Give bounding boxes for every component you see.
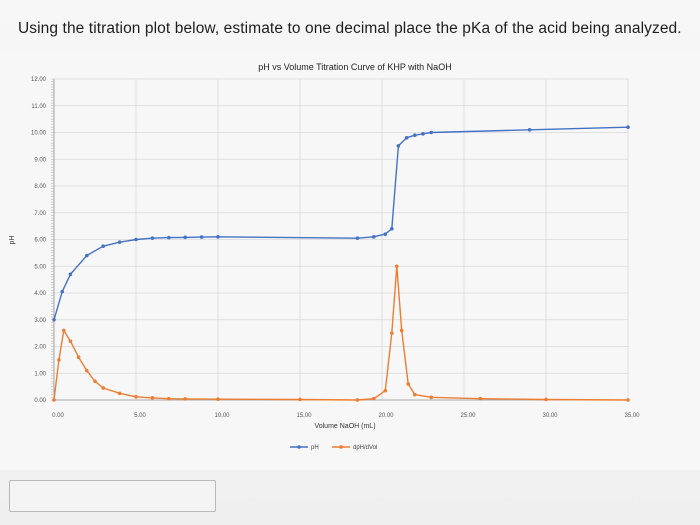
- data-point-dph-dvol: [101, 386, 105, 390]
- data-point-dph-dvol: [52, 398, 56, 402]
- y-tick-label: 3.00: [34, 318, 46, 324]
- data-point-dph-dvol: [429, 395, 434, 400]
- x-tick-label: 15.00: [296, 413, 312, 419]
- data-point-dph-dvol: [394, 264, 399, 269]
- data-point-dph-dvol: [93, 379, 97, 384]
- y-tick-label: 0.00: [34, 398, 46, 404]
- y-tick-label: 6.00: [34, 238, 46, 244]
- data-point-dph-dvol: [413, 392, 417, 397]
- data-point-dph-dvol: [183, 397, 187, 401]
- y-tick-label: 11.00: [31, 104, 46, 110]
- legend-marker-ph: [297, 445, 301, 449]
- y-tick-label: 5.00: [34, 264, 46, 270]
- data-point-ph: [421, 132, 425, 136]
- data-point-dph-dvol: [150, 396, 155, 400]
- answer-input[interactable]: [9, 480, 216, 512]
- data-point-dph-dvol: [167, 396, 171, 401]
- data-point-ph: [383, 232, 388, 236]
- data-point-ph: [101, 244, 105, 248]
- data-point-ph: [134, 237, 138, 242]
- y-tick-label: 4.00: [34, 291, 46, 297]
- titration-chart: 0.00 1.00 2.00 3.00 4.00 5.00 6.00 7.00 8.00 9.00…: [0, 50, 700, 470]
- data-point-ph: [117, 240, 122, 244]
- question-text: Using the titration plot below, estimate…: [18, 20, 682, 37]
- data-point-ph: [68, 272, 73, 277]
- data-point-ph: [404, 136, 409, 140]
- x-axis-title: Volume NaOH (mL): [314, 423, 375, 430]
- legend-label-dph-dvol: dpH/dVol: [353, 445, 377, 451]
- data-point-dph-dvol: [57, 358, 61, 362]
- data-point-ph: [183, 235, 187, 240]
- data-point-dph-dvol: [298, 397, 302, 402]
- y-axis-title: pH: [9, 236, 16, 245]
- data-point-ph: [167, 235, 171, 240]
- x-tick-label: 0.00: [52, 413, 64, 419]
- data-point-dph-dvol: [544, 397, 548, 402]
- data-point-ph: [372, 235, 376, 239]
- data-point-dph-dvol: [478, 396, 483, 401]
- x-tick-label: 35.00: [624, 413, 640, 419]
- data-point-ph: [527, 128, 532, 132]
- data-point-ph: [52, 317, 56, 322]
- data-point-dph-dvol: [355, 398, 360, 402]
- data-point-dph-dvol: [62, 328, 66, 333]
- data-point-dph-dvol: [85, 368, 89, 373]
- y-tick-label: 2.00: [34, 345, 46, 351]
- data-point-ph: [390, 227, 394, 231]
- series: [52, 125, 630, 402]
- chart-title: pH vs Volume Titration Curve of KHP with…: [258, 62, 451, 72]
- data-point-dph-dvol: [626, 398, 630, 402]
- data-point-ph: [355, 236, 360, 240]
- y-tick-label: 8.00: [34, 184, 46, 190]
- data-point-dph-dvol: [216, 397, 220, 401]
- data-point-ph: [85, 253, 89, 258]
- data-point-ph: [150, 236, 155, 240]
- x-tick-label: 20.00: [378, 413, 394, 419]
- legend: pH dpH/dVol: [290, 445, 377, 451]
- data-point-dph-dvol: [372, 396, 376, 401]
- data-point-ph: [429, 130, 434, 135]
- y-tick-label: 12.00: [31, 77, 47, 83]
- data-point-ph: [626, 125, 630, 129]
- legend-marker-dph-dvol: [339, 445, 343, 449]
- data-point-ph: [216, 235, 220, 239]
- y-tick-label: 7.00: [34, 211, 46, 217]
- x-tick-label: 10.00: [214, 413, 230, 419]
- x-tick-label: 5.00: [134, 413, 146, 419]
- data-point-dph-dvol: [68, 339, 73, 343]
- y-tick-label: 10.00: [31, 131, 47, 137]
- data-point-dph-dvol: [134, 394, 138, 399]
- data-point-dph-dvol: [76, 355, 81, 360]
- data-point-ph: [199, 235, 204, 239]
- data-point-ph: [413, 133, 417, 137]
- legend-label-ph: pH: [311, 445, 319, 451]
- x-tick-label: 30.00: [542, 413, 558, 419]
- chart-background: [0, 50, 700, 470]
- chart-svg: 0.00 1.00 2.00 3.00 4.00 5.00 6.00 7.00 8.00 9.00…: [0, 50, 700, 470]
- data-point-dph-dvol: [383, 388, 388, 393]
- data-point-dph-dvol: [390, 331, 394, 335]
- data-point-dph-dvol: [117, 391, 122, 396]
- data-point-dph-dvol: [399, 328, 404, 333]
- data-point-ph: [60, 289, 64, 294]
- data-point-ph: [396, 144, 401, 148]
- y-tick-label: 9.00: [34, 157, 46, 163]
- data-point-dph-dvol: [406, 382, 411, 386]
- y-tick-label: 1.00: [34, 371, 46, 377]
- x-tick-label: 25.00: [460, 413, 476, 419]
